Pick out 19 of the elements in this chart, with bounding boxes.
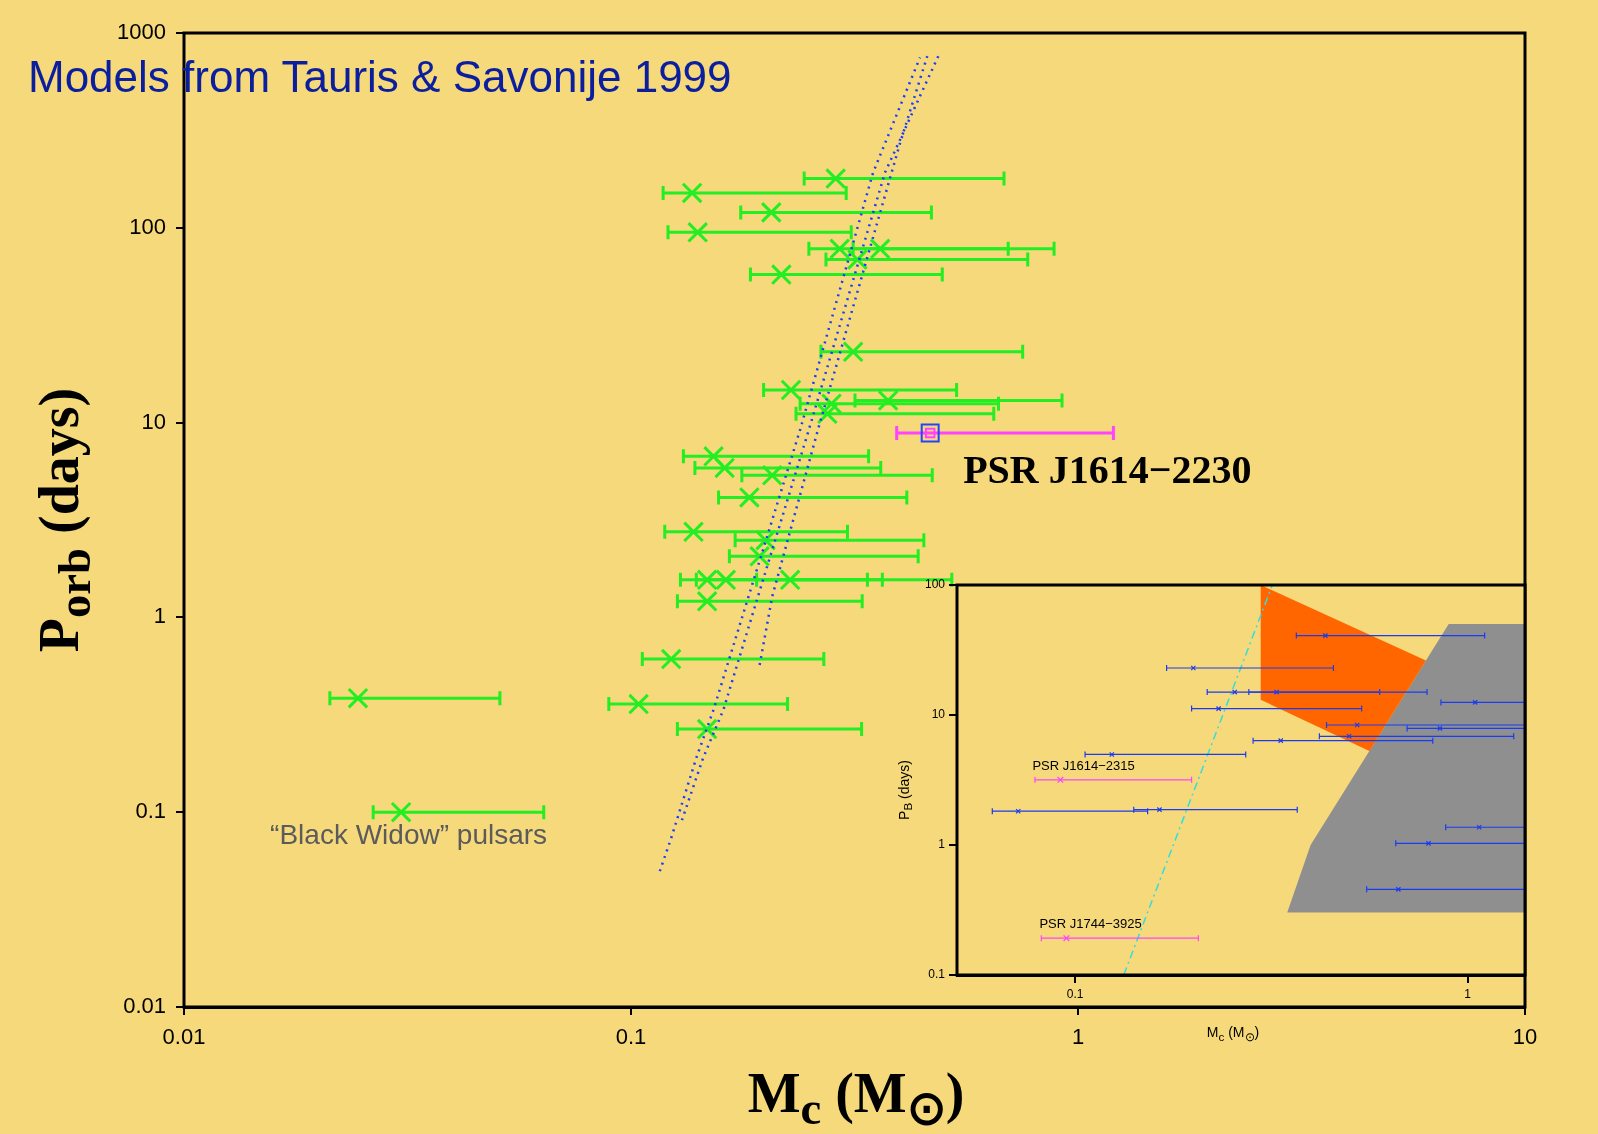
y-tick-label: 0.1 [928,967,946,982]
y-tick-label: 100 [924,577,946,592]
y-tick-label: 1 [153,603,166,629]
x-axis-title: M$_{c}$ (M$_{⊙}$) [1206,1024,1260,1044]
y-tick-label: 0.1 [135,798,166,824]
x-axis-title: M$_{c}$ (M$_{⊙}$) [747,1060,965,1134]
annotation: PSR J1614−2230 [963,447,1252,493]
annotation: PSR J1744−3925 [1039,916,1142,932]
x-tick-label: 0.1 [615,1024,647,1050]
annotation: “Black Widow” pulsars [270,818,548,850]
y-tick-label: 1000 [117,19,166,45]
x-tick-label: 10 [1512,1024,1538,1050]
y-tick-label: 10 [141,408,166,434]
y-tick-label: 10 [931,707,946,722]
annotation: PSR J1614−2315 [1032,757,1135,773]
x-tick-label: 1 [1071,1024,1085,1050]
x-tick-label: 0.01 [162,1024,206,1050]
y-tick-label: 1 [938,837,946,852]
y-tick-label: 100 [129,213,166,239]
